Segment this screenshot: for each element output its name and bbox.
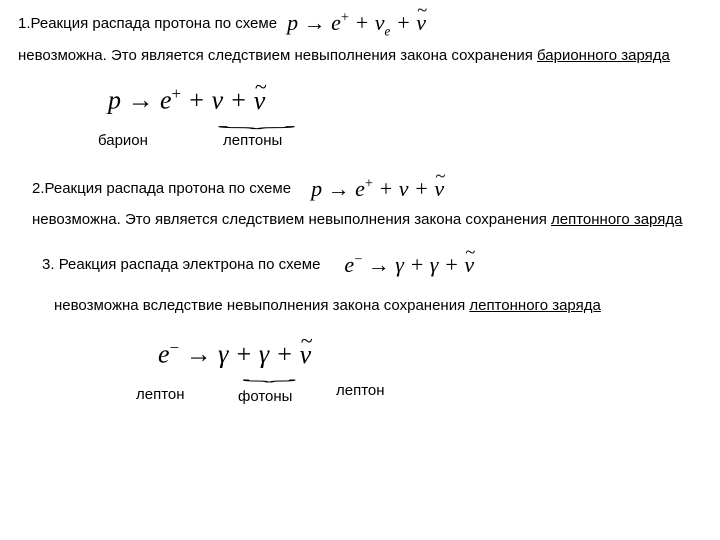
diagram2-label-left: лептон	[136, 386, 185, 403]
diagram2-label-right: лептон	[336, 382, 385, 399]
item2-line2: невозможна. Это является следствием невы…	[18, 210, 702, 230]
item2-text: 2.Реакция распада протона по схеме	[32, 179, 291, 199]
diagram2: e− → γ + γ + ν ⏟ лептон фотоны лептон	[158, 338, 702, 410]
item2-equation: p → e+ + ν + ν	[311, 174, 444, 204]
item3-text: 3. Реакция распада электрона по схеме	[42, 255, 320, 275]
item1-line1: 1.Реакция распада протона по схеме p → e…	[18, 8, 702, 40]
diagram1-brace: ⏟	[217, 114, 296, 130]
item3-line2: невозможна вследствие невыполнения закон…	[18, 296, 702, 316]
diagram1: p → e+ + ν + ν ⏟ барион лептоны	[108, 84, 702, 154]
item3-line1: 3. Реакция распада электрона по схеме e−…	[18, 250, 702, 280]
item1-text: 1.Реакция распада протона по схеме	[18, 14, 277, 34]
item3-equation: e− → γ + γ + ν	[344, 250, 474, 280]
item1-line2: невозможна. Это является следствием невы…	[18, 46, 702, 66]
item1-equation: p → e+ + νe + ν	[287, 8, 426, 40]
item2-line1: 2.Реакция распада протона по схеме p → e…	[18, 174, 702, 204]
diagram1-label-left: барион	[98, 132, 148, 149]
diagram2-label-mid: фотоны	[238, 388, 292, 405]
diagram2-brace: ⏟	[242, 368, 297, 384]
diagram1-equation: p → e+ + ν + ν	[108, 84, 265, 116]
diagram2-equation: e− → γ + γ + ν	[158, 338, 311, 370]
diagram1-label-right: лептоны	[223, 132, 282, 149]
